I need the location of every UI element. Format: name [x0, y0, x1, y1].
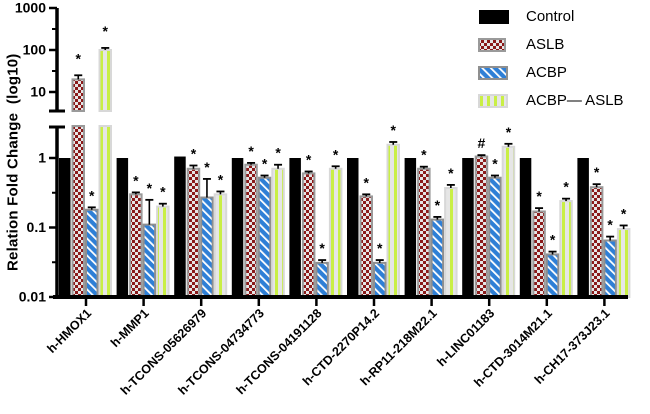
- bar: [501, 145, 516, 298]
- bar: [417, 167, 431, 298]
- bar: [386, 143, 400, 298]
- sig-marker: *: [204, 159, 210, 175]
- bar: [213, 193, 228, 298]
- legend-item-control: Control: [478, 8, 624, 25]
- sig-marker: *: [364, 174, 370, 190]
- sig-marker: *: [89, 187, 95, 203]
- bar: [244, 163, 258, 298]
- y-tick-label: 1: [38, 150, 46, 166]
- category-label: h-HMOX1: [44, 306, 94, 356]
- sig-marker: *: [218, 171, 224, 187]
- sig-marker: *: [262, 156, 268, 172]
- bar: [328, 167, 343, 298]
- bar: [616, 228, 631, 298]
- bar: [545, 253, 560, 298]
- sig-marker: *: [275, 145, 281, 161]
- legend: Control ASLB ACBP ACBP— ASLB: [478, 8, 624, 109]
- bar: [347, 158, 359, 297]
- bar: [71, 125, 85, 298]
- legend-swatch-aslb: [478, 37, 506, 52]
- sig-marker: *: [435, 197, 441, 213]
- bar: [430, 218, 445, 298]
- bar: [129, 193, 143, 298]
- bar: [59, 158, 71, 297]
- bar: [116, 158, 129, 297]
- bar: [559, 200, 573, 298]
- bar: [462, 158, 474, 297]
- legend-swatch-acbp-aslb: [478, 93, 508, 108]
- bar: [404, 158, 417, 297]
- sig-marker: *: [492, 156, 498, 172]
- legend-label-acbp-aslb: ACBP— ASLB: [526, 92, 624, 109]
- y-tick-label: 100: [23, 42, 47, 58]
- legend-item-acbp-aslb: ACBP— ASLB: [478, 92, 624, 109]
- sig-marker: #: [478, 135, 486, 151]
- sig-marker: *: [76, 50, 82, 66]
- bar: [98, 49, 112, 112]
- bar: [289, 158, 301, 297]
- y-tick-label: 10: [30, 84, 46, 100]
- sig-marker: *: [319, 240, 325, 256]
- bar: [373, 261, 387, 299]
- bar: [142, 223, 157, 299]
- bar: [231, 158, 244, 297]
- bar: [301, 172, 316, 298]
- sig-marker: *: [333, 146, 339, 162]
- bar: [71, 78, 85, 113]
- sig-marker: *: [506, 124, 512, 140]
- y-tick-label: 1000: [15, 0, 46, 16]
- legend-label-aslb: ASLB: [526, 36, 565, 53]
- y-tick-label: 0.01: [19, 289, 46, 305]
- sig-marker: *: [147, 180, 153, 196]
- sig-marker: *: [536, 188, 542, 204]
- bar: [488, 176, 502, 298]
- sig-marker: *: [160, 184, 166, 200]
- sig-marker: *: [306, 151, 312, 167]
- y-tick-label: 0.1: [27, 219, 47, 235]
- bar: [186, 167, 201, 298]
- legend-swatch-acbp: [478, 65, 508, 80]
- bar: [174, 156, 186, 297]
- legend-label-control: Control: [526, 8, 575, 25]
- sig-marker: *: [607, 217, 613, 233]
- sig-marker: *: [248, 143, 254, 159]
- sig-marker: *: [563, 179, 569, 195]
- bar: [474, 155, 489, 298]
- sig-marker: *: [377, 240, 383, 256]
- category-label: h-LINC01183: [434, 306, 497, 369]
- bar: [359, 195, 373, 298]
- legend-item-acbp: ACBP: [478, 64, 624, 81]
- bar: [519, 158, 532, 297]
- bar: [589, 186, 604, 299]
- sig-marker: *: [550, 232, 556, 248]
- sig-marker: *: [191, 145, 197, 161]
- legend-item-aslb: ASLB: [478, 36, 624, 53]
- sig-marker: *: [594, 164, 600, 180]
- bar: [156, 205, 170, 298]
- bar: [98, 125, 112, 298]
- sig-marker: *: [621, 205, 627, 221]
- bar: [444, 187, 458, 298]
- sig-marker: *: [133, 172, 139, 188]
- sig-marker: *: [421, 147, 427, 163]
- bar: [532, 210, 546, 298]
- sig-marker: *: [391, 122, 397, 138]
- legend-swatch-control: [479, 9, 509, 24]
- category-label: h-MMP1: [108, 306, 152, 350]
- bar: [85, 208, 99, 298]
- sig-marker: *: [448, 165, 454, 181]
- sig-marker: *: [103, 23, 109, 39]
- legend-label-acbp: ACBP: [526, 64, 567, 81]
- bar: [257, 176, 272, 298]
- bar: [315, 261, 329, 299]
- bar: [603, 239, 617, 298]
- bar: [577, 158, 589, 297]
- y-axis-title: Relation Fold Change (log10): [4, 53, 22, 271]
- bar: [200, 196, 214, 298]
- bar: [271, 167, 285, 298]
